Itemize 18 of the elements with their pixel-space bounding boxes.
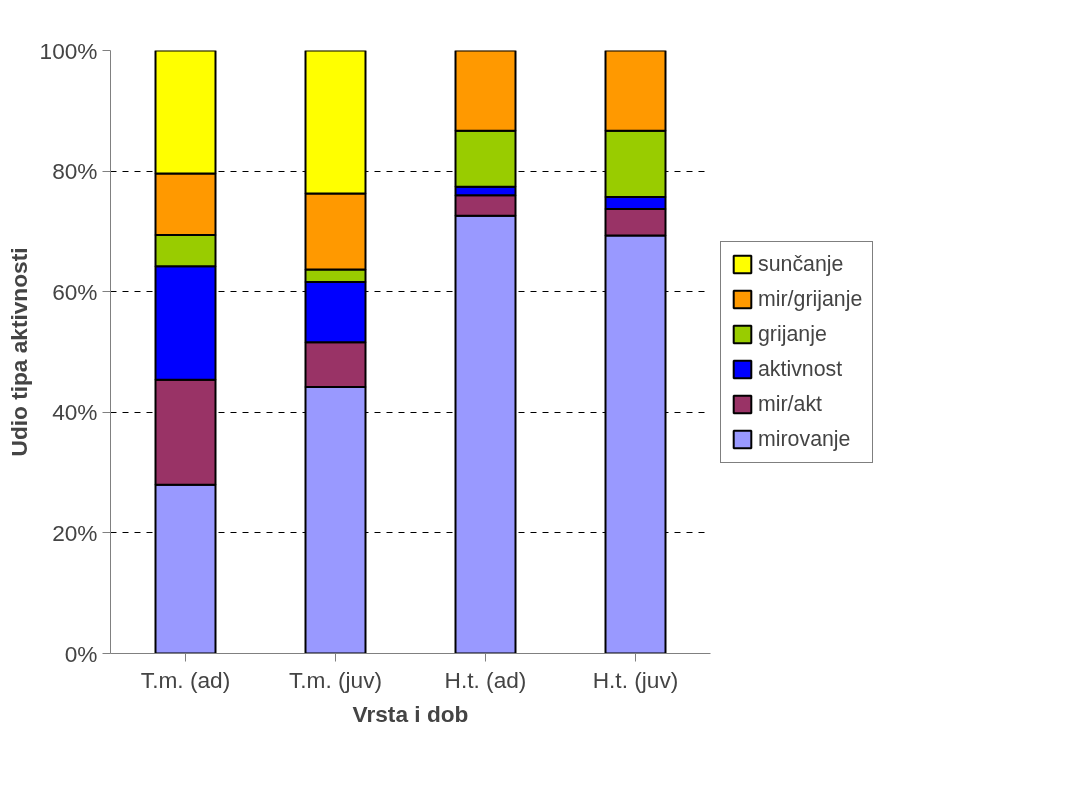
legend-label: mir/grijanje <box>758 286 863 312</box>
x-tick-label: T.m. (ad) <box>140 666 231 693</box>
legend-label: sunčanje <box>758 251 844 277</box>
y-axis-title: Udio tipa aktivnosti <box>5 247 32 457</box>
legend-label: aktivnost <box>758 356 843 382</box>
legend-label: mir/akt <box>758 391 822 417</box>
x-axis-title: Vrsta i dob <box>352 700 469 727</box>
y-tick-label: 80% <box>52 158 98 185</box>
y-tick-label: 40% <box>52 399 98 426</box>
y-tick-label: 100% <box>39 37 98 64</box>
y-tick-label: 20% <box>52 519 98 546</box>
x-tick-label: T.m. (juv) <box>288 666 383 693</box>
legend-label: grijanje <box>758 321 827 347</box>
y-tick-label: 0% <box>64 640 98 667</box>
legend-label: mirovanje <box>758 426 851 452</box>
x-tick-label: H.t. (ad) <box>444 666 527 693</box>
x-tick-label: H.t. (juv) <box>592 666 679 693</box>
y-tick-label: 60% <box>52 278 98 305</box>
